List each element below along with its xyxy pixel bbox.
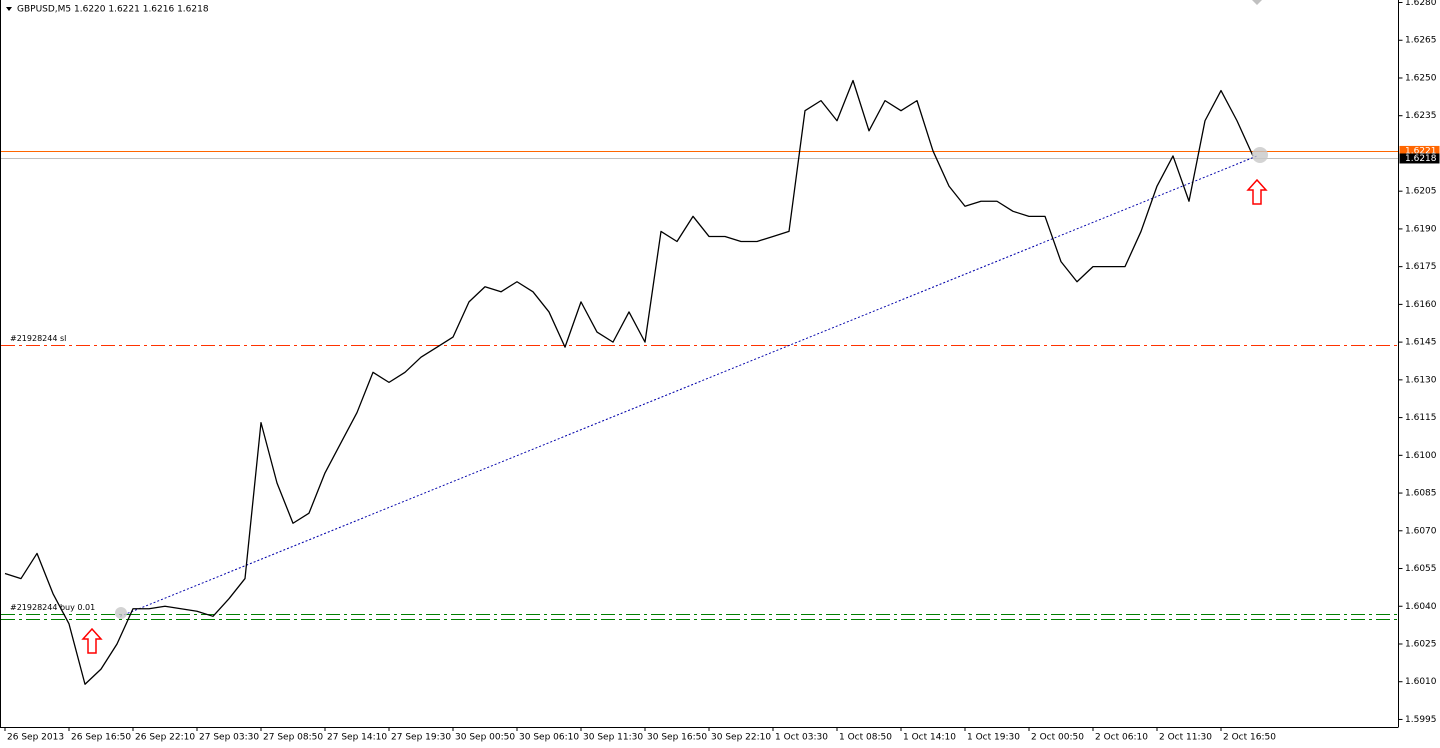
x-tick-label: 1 Oct 14:10 xyxy=(903,733,956,743)
order-point xyxy=(1252,147,1268,163)
price-label: 1.6221 xyxy=(1405,146,1437,156)
x-tick-label: 27 Sep 03:30 xyxy=(199,733,259,743)
x-tick-label: 30 Sep 00:50 xyxy=(455,733,515,743)
y-tick-label: 1.6010 xyxy=(1405,677,1437,687)
y-tick-label: 1.6235 xyxy=(1405,111,1437,121)
arrow-up xyxy=(1246,178,1268,205)
y-tick-label: 1.6205 xyxy=(1405,187,1437,197)
x-tick-label: 27 Sep 14:10 xyxy=(327,733,387,743)
shift-marker xyxy=(1252,0,1262,5)
y-tick-label: 1.6115 xyxy=(1405,413,1437,423)
y-tick-label: 1.6145 xyxy=(1405,338,1437,348)
arrow-up xyxy=(81,627,103,654)
y-tick-label: 1.6160 xyxy=(1405,300,1437,310)
y-tick-label: 1.6190 xyxy=(1405,224,1437,234)
y-tick-label: 1.6040 xyxy=(1405,602,1437,612)
x-tick-label: 2 Oct 16:50 xyxy=(1223,733,1276,743)
y-tick-label: 1.6250 xyxy=(1405,73,1437,83)
x-tick-label: 2 Oct 00:50 xyxy=(1031,733,1084,743)
x-tick-label: 30 Sep 06:10 xyxy=(519,733,579,743)
menu-triangle[interactable] xyxy=(6,7,12,11)
price-line-series xyxy=(4,79,1254,685)
order-label: #21928244 buy 0.01 xyxy=(10,603,95,612)
x-tick-label: 26 Sep 22:10 xyxy=(135,733,195,743)
price-label-box xyxy=(1399,153,1440,164)
x-tick-label: 1 Oct 03:30 xyxy=(775,733,828,743)
trendline xyxy=(120,155,1258,617)
x-tick-label: 1 Oct 08:50 xyxy=(839,733,892,743)
price-label-box xyxy=(1399,145,1440,156)
x-tick-label: 30 Sep 11:30 xyxy=(583,733,643,743)
x-tick-label: 27 Sep 08:50 xyxy=(263,733,323,743)
x-tick-label: 1 Oct 19:30 xyxy=(967,733,1020,743)
x-tick-label: 2 Oct 06:10 xyxy=(1095,733,1148,743)
y-tick-label: 1.6280 xyxy=(1405,0,1437,8)
x-tick-label: 26 Sep 16:50 xyxy=(71,733,131,743)
x-tick-label: 30 Sep 16:50 xyxy=(647,733,707,743)
x-tick-label: 2 Oct 11:30 xyxy=(1159,733,1212,743)
y-tick-label: 1.5995 xyxy=(1405,715,1437,725)
y-tick-label: 1.6070 xyxy=(1405,526,1437,536)
x-tick-label: 27 Sep 19:30 xyxy=(391,733,451,743)
price-label: 1.6218 xyxy=(1405,154,1437,164)
y-tick-label: 1.6265 xyxy=(1405,36,1437,46)
y-tick-label: 1.6055 xyxy=(1405,564,1437,574)
chart-title: GBPUSD,M5 1.6220 1.6221 1.6216 1.6218 xyxy=(17,5,209,15)
plot-area: #21928244 sl #21928244 buy 0.01 xyxy=(1,79,1399,685)
order-point xyxy=(115,607,127,619)
x-tick-label: 30 Sep 22:10 xyxy=(711,733,771,743)
order-label: #21928244 sl xyxy=(10,334,66,343)
y-tick-label: 1.6025 xyxy=(1405,639,1437,649)
x-tick-label: 26 Sep 2013 xyxy=(7,733,64,743)
y-tick-label: 1.6100 xyxy=(1405,451,1437,461)
y-tick-label: 1.6175 xyxy=(1405,262,1437,272)
y-tick-label: 1.6085 xyxy=(1405,489,1437,499)
y-tick-label: 1.6130 xyxy=(1405,375,1437,385)
